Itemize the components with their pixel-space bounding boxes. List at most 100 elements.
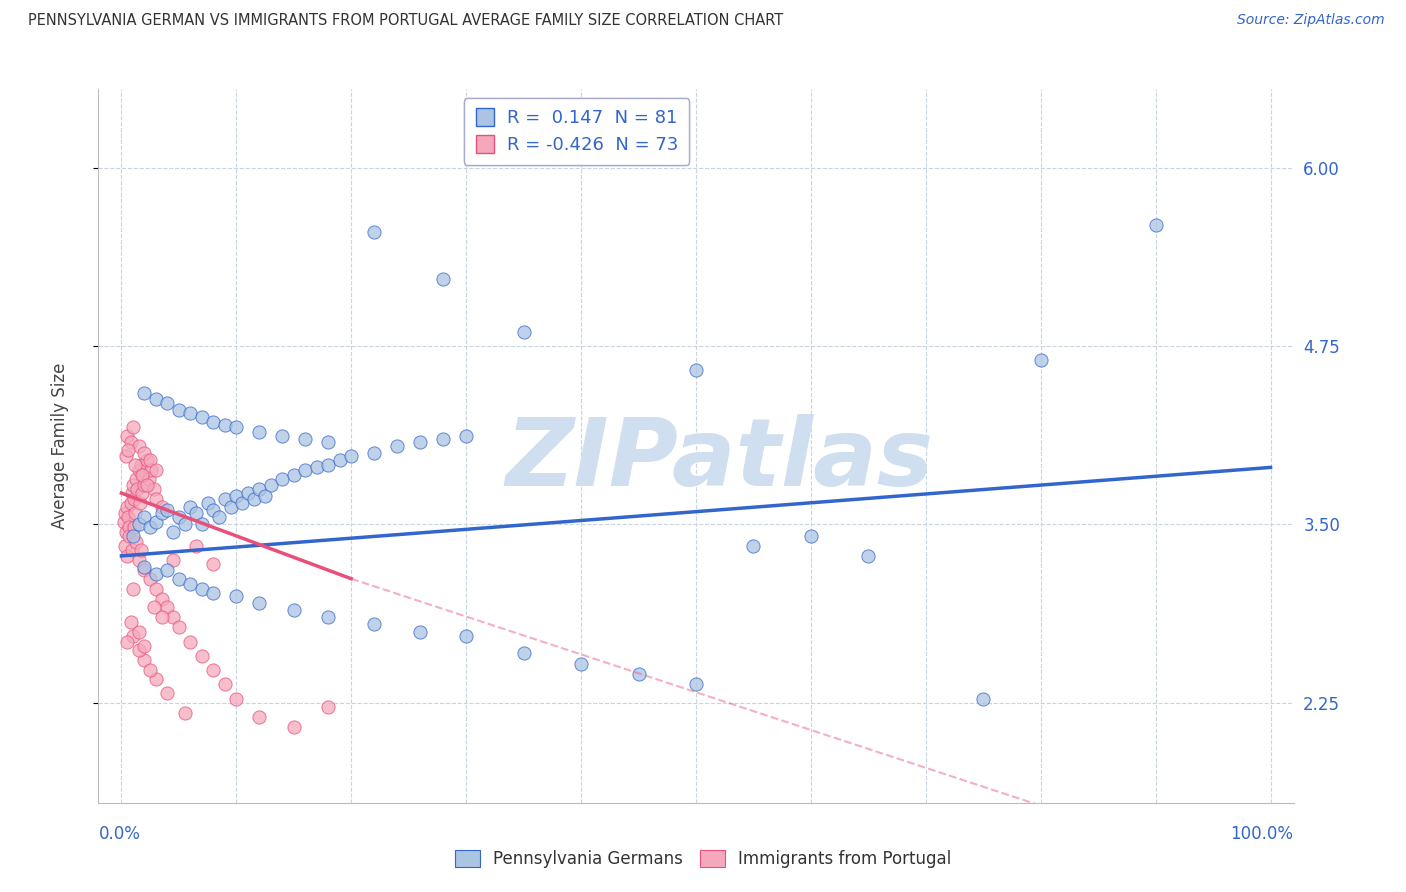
Point bbox=[167, 620, 190, 634]
Point bbox=[145, 463, 167, 477]
Point bbox=[202, 558, 225, 572]
Text: PENNSYLVANIA GERMAN VS IMMIGRANTS FROM PORTUGAL AVERAGE FAMILY SIZE CORRELATION : PENNSYLVANIA GERMAN VS IMMIGRANTS FROM P… bbox=[28, 13, 783, 29]
Point bbox=[247, 425, 270, 439]
Point bbox=[114, 539, 136, 553]
Point bbox=[115, 500, 138, 515]
Point bbox=[225, 691, 247, 706]
Point bbox=[139, 663, 162, 677]
Point bbox=[156, 600, 179, 615]
Point bbox=[115, 429, 138, 443]
Point bbox=[128, 463, 150, 477]
Legend: R =  0.147  N = 81, R = -0.426  N = 73: R = 0.147 N = 81, R = -0.426 N = 73 bbox=[464, 98, 689, 165]
Point bbox=[179, 634, 201, 648]
Point bbox=[191, 517, 214, 532]
Point bbox=[305, 460, 328, 475]
Point bbox=[142, 600, 165, 615]
Point bbox=[219, 500, 242, 515]
Point bbox=[121, 543, 143, 558]
Point bbox=[135, 453, 157, 467]
Point bbox=[131, 467, 153, 482]
Point bbox=[156, 686, 179, 700]
Point bbox=[134, 446, 156, 460]
Point bbox=[385, 439, 409, 453]
Point bbox=[128, 553, 150, 567]
Point bbox=[685, 677, 707, 691]
Point bbox=[156, 563, 179, 577]
Point bbox=[118, 529, 141, 543]
Point bbox=[225, 420, 247, 434]
Point bbox=[742, 539, 765, 553]
Point bbox=[1144, 218, 1167, 232]
Point bbox=[132, 467, 155, 482]
Point bbox=[122, 529, 145, 543]
Point bbox=[800, 529, 823, 543]
Point bbox=[129, 543, 152, 558]
Point bbox=[432, 432, 454, 446]
Point bbox=[141, 463, 163, 477]
Point bbox=[156, 396, 179, 410]
Point bbox=[247, 596, 270, 610]
Point bbox=[134, 653, 156, 667]
Point bbox=[363, 225, 385, 239]
Point bbox=[139, 453, 162, 467]
Point bbox=[208, 510, 231, 524]
Point bbox=[432, 272, 454, 286]
Point bbox=[128, 496, 150, 510]
Point bbox=[409, 434, 432, 449]
Point bbox=[121, 486, 143, 500]
Point bbox=[254, 489, 277, 503]
Point bbox=[184, 539, 207, 553]
Y-axis label: Average Family Size: Average Family Size bbox=[51, 363, 69, 529]
Point bbox=[120, 434, 142, 449]
Point bbox=[329, 453, 352, 467]
Point bbox=[214, 491, 236, 506]
Point bbox=[128, 439, 150, 453]
Point bbox=[316, 700, 339, 714]
Point bbox=[260, 477, 283, 491]
Point bbox=[150, 506, 173, 520]
Point bbox=[225, 489, 247, 503]
Point bbox=[122, 491, 145, 506]
Point bbox=[134, 510, 156, 524]
Point bbox=[363, 446, 385, 460]
Point bbox=[972, 691, 994, 706]
Point bbox=[134, 560, 156, 574]
Point bbox=[294, 463, 316, 477]
Point bbox=[124, 506, 146, 520]
Point bbox=[231, 496, 253, 510]
Point bbox=[685, 363, 707, 377]
Text: 100.0%: 100.0% bbox=[1230, 825, 1294, 843]
Point bbox=[138, 472, 160, 486]
Point bbox=[139, 572, 162, 586]
Point bbox=[283, 603, 305, 617]
Point bbox=[191, 582, 214, 596]
Point bbox=[202, 503, 225, 517]
Point bbox=[167, 572, 190, 586]
Point bbox=[179, 406, 201, 420]
Point bbox=[456, 429, 478, 443]
Point bbox=[316, 610, 339, 624]
Point bbox=[162, 610, 184, 624]
Point bbox=[191, 410, 214, 425]
Point bbox=[179, 577, 201, 591]
Point bbox=[124, 458, 146, 472]
Point bbox=[145, 392, 167, 406]
Point bbox=[115, 634, 138, 648]
Point bbox=[128, 517, 150, 532]
Text: 0.0%: 0.0% bbox=[98, 825, 141, 843]
Point bbox=[115, 524, 138, 539]
Point bbox=[145, 582, 167, 596]
Legend: Pennsylvania Germans, Immigrants from Portugal: Pennsylvania Germans, Immigrants from Po… bbox=[449, 843, 957, 875]
Point bbox=[271, 429, 294, 443]
Point bbox=[179, 500, 201, 515]
Point bbox=[131, 486, 153, 500]
Point bbox=[145, 567, 167, 582]
Point bbox=[139, 520, 162, 534]
Point bbox=[456, 629, 478, 643]
Point bbox=[134, 386, 156, 401]
Point bbox=[236, 486, 259, 500]
Point bbox=[122, 582, 145, 596]
Point bbox=[134, 477, 156, 491]
Text: ZIPatlas: ZIPatlas bbox=[506, 414, 934, 507]
Point bbox=[156, 503, 179, 517]
